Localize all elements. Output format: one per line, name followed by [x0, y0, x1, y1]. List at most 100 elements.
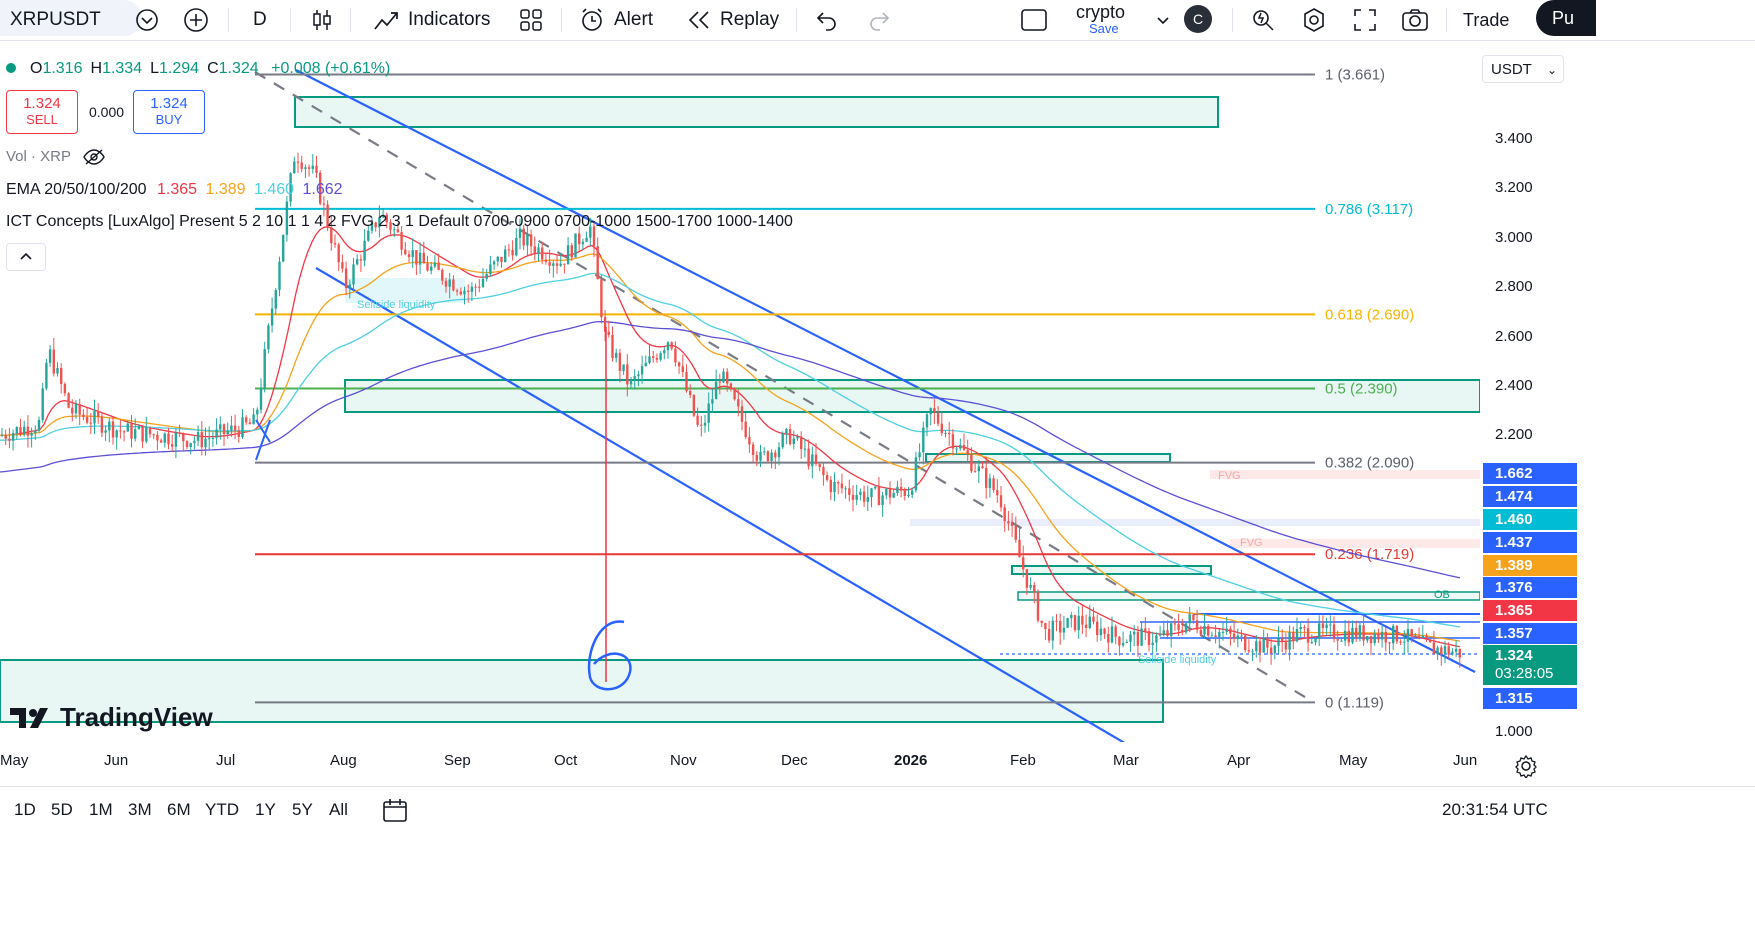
candle-body — [1436, 647, 1439, 654]
candle-body — [463, 290, 466, 295]
ict-legend: ICT Concepts [LuxAlgo] Present 5 2 10 1 … — [6, 213, 793, 230]
candle-body — [774, 452, 777, 458]
ohlc-legend: O1.316 H1.334 L1.294 C1.324 +0.008 (+0.61%) — [6, 60, 390, 78]
symbol-search[interactable] — [0, 0, 142, 36]
redo-icon[interactable] — [866, 0, 892, 40]
candle-body — [770, 452, 773, 462]
candle-body — [370, 222, 374, 231]
candle-body — [263, 349, 266, 388]
range-button-6m[interactable]: 6M — [167, 800, 191, 819]
fib-level-label: 0.5 (2.390) — [1325, 380, 1398, 397]
candle-body — [315, 165, 318, 173]
candle-body — [870, 488, 873, 498]
range-button-3m[interactable]: 3M — [128, 800, 152, 819]
alert-button[interactable]: Alert — [578, 0, 653, 40]
candle-body — [855, 494, 858, 500]
fib-level-label: 0.236 (1.719) — [1325, 546, 1414, 563]
candle-body — [544, 259, 548, 262]
candle-body — [781, 434, 784, 448]
candles-icon[interactable] — [310, 0, 334, 40]
candle-body — [1144, 628, 1147, 631]
range-button-ytd[interactable]: YTD — [205, 800, 239, 819]
sell-button[interactable]: 1.324 SELL — [6, 90, 78, 134]
candle-body — [1070, 615, 1073, 619]
range-button-1m[interactable]: 1M — [89, 800, 113, 819]
range-button-5y[interactable]: 5Y — [292, 800, 313, 819]
candle-body — [922, 427, 925, 453]
camera-icon[interactable] — [1401, 0, 1429, 40]
candle-body — [1288, 632, 1291, 650]
range-button-1d[interactable]: 1D — [14, 800, 36, 819]
date-range-icon[interactable] — [381, 796, 409, 829]
candle-body — [270, 308, 274, 326]
candle-body — [241, 417, 244, 438]
currency-selector[interactable]: USDT ⌄ — [1482, 55, 1564, 83]
candle-body — [988, 478, 992, 488]
candle-body — [970, 454, 973, 472]
candle-body — [1210, 635, 1214, 637]
add-symbol-icon[interactable] — [134, 0, 160, 40]
candle-body — [1244, 635, 1247, 651]
indicators-button[interactable]: Indicators — [372, 0, 490, 40]
candlestick-series — [0, 152, 1461, 668]
candle-body — [311, 165, 314, 169]
range-button-5d[interactable]: 5D — [51, 800, 73, 819]
candle-body — [737, 399, 740, 407]
fullscreen-icon[interactable] — [1352, 0, 1378, 40]
candle-body — [441, 269, 444, 281]
trade-button[interactable]: Trade — [1463, 9, 1510, 30]
templates-icon[interactable] — [518, 0, 544, 40]
candle-body — [811, 454, 814, 467]
ohlc-value: 1.316 — [42, 60, 83, 77]
layout-icon[interactable] — [1020, 0, 1048, 40]
range-button-all[interactable]: All — [329, 800, 348, 819]
candle-body — [677, 362, 681, 367]
candle-body — [655, 357, 659, 360]
candle-body — [759, 451, 762, 461]
time-axis[interactable]: May Jun Jul Aug Sep Oct Nov Dec 2026 Feb Mar Apr May… — [0, 752, 1480, 780]
publish-button[interactable]: Pu — [1536, 0, 1596, 36]
candle-body — [903, 490, 906, 496]
candle-body — [63, 383, 67, 394]
chart-settings-icon[interactable] — [1514, 754, 1538, 783]
candle-body — [196, 432, 200, 441]
candle-body — [185, 441, 189, 447]
watermark-text: TradingView — [60, 702, 213, 732]
price-tick-label: 2.400 — [1495, 377, 1533, 394]
candle-body — [685, 372, 688, 391]
candle-body — [1432, 642, 1436, 654]
candle-body — [907, 494, 910, 496]
candle-body — [733, 388, 736, 400]
candle-body — [818, 464, 821, 468]
utc-clock[interactable]: 20:31:54 UTC — [1442, 800, 1548, 819]
collapse-legend-button[interactable] — [6, 243, 46, 271]
candle-body — [1332, 624, 1336, 640]
candle-body — [1107, 633, 1110, 643]
layout-save[interactable]: Save — [1089, 21, 1119, 36]
layout-name[interactable]: crypto — [1076, 2, 1126, 22]
candle-body — [1343, 630, 1347, 641]
chevron-down-icon[interactable] — [1155, 0, 1171, 40]
eye-off-icon[interactable] — [83, 149, 105, 165]
quick-search-icon[interactable] — [1250, 0, 1276, 40]
candle-body — [45, 362, 48, 389]
candle-body — [644, 362, 647, 367]
candle-body — [237, 430, 240, 438]
candle-body — [837, 482, 840, 484]
candle-body — [700, 424, 703, 426]
symbol-name[interactable]: XRPUSDT — [10, 9, 101, 30]
settings-icon[interactable] — [1300, 0, 1328, 40]
candle-body — [1314, 638, 1317, 643]
price-tag: 1.389 — [1483, 555, 1577, 576]
replay-button[interactable]: Replay — [686, 0, 779, 40]
range-button-1y[interactable]: 1Y — [255, 800, 276, 819]
buy-button[interactable]: 1.324 BUY — [133, 90, 205, 134]
candle-body — [996, 490, 999, 496]
undo-icon[interactable] — [814, 0, 840, 40]
candle-body — [881, 495, 884, 506]
interval-button[interactable]: D — [253, 9, 267, 30]
price-chart[interactable]: 1 (3.661) 0.786 (3.117) 0.618 (2.690) 0.5 (… — [0, 42, 1480, 742]
avatar[interactable]: C — [1184, 5, 1212, 33]
candle-body — [282, 234, 285, 262]
compare-icon[interactable] — [183, 0, 209, 40]
